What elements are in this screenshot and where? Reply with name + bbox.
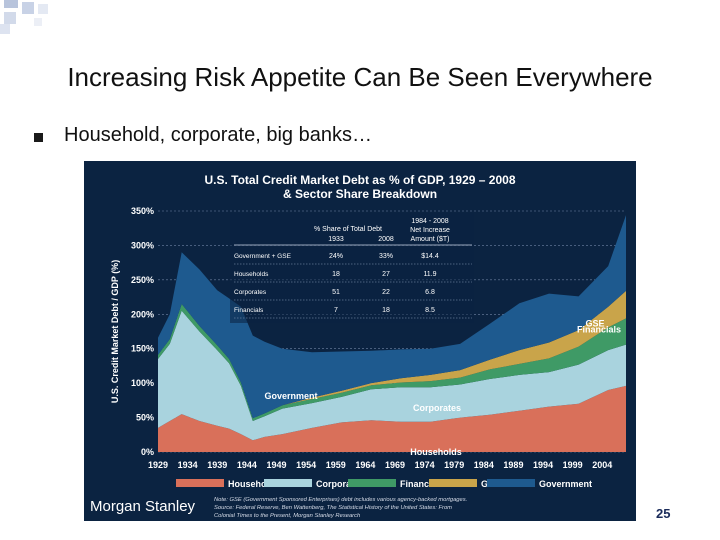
area-corporates — [158, 310, 626, 441]
bullet-square — [34, 133, 43, 142]
y-tick-label: 150% — [131, 344, 154, 354]
inset-row-share-1933: 51 — [332, 289, 340, 296]
source-note-line: Source: Federal Reserve, Ben Wattenberg,… — [214, 505, 452, 511]
legend-label: Financials — [400, 479, 444, 489]
x-tick-label: 1934 — [178, 460, 198, 470]
y-tick-label: 200% — [131, 309, 154, 319]
inset-row-share-1933: 24% — [329, 253, 343, 260]
x-tick-label: 1964 — [355, 460, 375, 470]
y-tick-label: 100% — [131, 378, 154, 388]
y-axis-label: U.S. Credit Market Debt / GDP (%) — [110, 260, 120, 403]
bullet-text: Household, corporate, big banks… — [64, 124, 372, 146]
credit-debt-chart: U.S. Total Credit Market Debt as % of GD… — [90, 173, 626, 519]
y-tick-label: 300% — [131, 240, 154, 250]
x-tick-label: 1954 — [296, 460, 316, 470]
inset-row-label: Households — [234, 271, 269, 278]
area-financials — [158, 304, 626, 421]
x-tick-label: 1979 — [444, 460, 464, 470]
x-tick-label: 1944 — [237, 460, 257, 470]
morgan-stanley-logo: Morgan Stanley — [90, 498, 196, 515]
x-tick-label: 1999 — [563, 460, 583, 470]
series-label-financials: Financials — [577, 324, 621, 334]
x-tick-label: 2004 — [592, 460, 612, 470]
x-tick-label: 1939 — [207, 460, 227, 470]
inset-row-share-1933: 7 — [334, 307, 338, 314]
x-tick-label: 1994 — [533, 460, 553, 470]
inset-row-share-2008: 22 — [382, 289, 390, 296]
legend-swatch — [264, 479, 312, 487]
inset-header-1933: 1933 — [328, 236, 344, 243]
inset-header-increase-line: Amount ($T) — [411, 236, 450, 243]
chart-panel: U.S. Total Credit Market Debt as % of GD… — [84, 161, 636, 521]
legend-swatch — [176, 479, 224, 487]
legend-swatch — [487, 479, 535, 487]
source-note-line: Colonial Times to the Present, Morgan St… — [214, 513, 360, 519]
series-label-corporates: Corporates — [413, 403, 461, 413]
inset-row-increase: 6.8 — [425, 289, 435, 296]
legend-label: Households — [228, 479, 280, 489]
legend-swatch — [429, 479, 477, 487]
series-label-households: Households — [410, 447, 462, 457]
inset-row-share-2008: 27 — [382, 271, 390, 278]
x-tick-label: 1959 — [326, 460, 346, 470]
inset-row-share-2008: 18 — [382, 307, 390, 314]
area-government — [158, 215, 626, 419]
series-label-gse: GSE — [585, 319, 604, 329]
y-tick-label: 350% — [131, 206, 154, 216]
inset-row-label: Government + GSE — [234, 253, 292, 260]
inset-row-share-2008: 33% — [379, 253, 393, 260]
inset-row-increase: 8.5 — [425, 307, 435, 314]
area-households — [158, 385, 626, 452]
inset-row-label: Financials — [234, 307, 264, 314]
x-tick-label: 1969 — [385, 460, 405, 470]
inset-header-2008: 2008 — [378, 236, 394, 243]
x-tick-label: 1929 — [148, 460, 168, 470]
inset-table-bg — [230, 213, 474, 323]
inset-header-increase-line: 1984 - 2008 — [411, 218, 448, 225]
legend-label: Corporates — [316, 479, 364, 489]
inset-header-share: % Share of Total Debt — [314, 226, 382, 233]
x-tick-label: 1984 — [474, 460, 494, 470]
y-tick-label: 0% — [141, 447, 154, 457]
area-gse — [158, 290, 626, 419]
series-label-government: Government — [264, 391, 317, 401]
x-tick-label: 1949 — [266, 460, 286, 470]
decorative-squares — [0, 0, 48, 34]
y-tick-label: 50% — [136, 413, 154, 423]
inset-row-share-1933: 18 — [332, 271, 340, 278]
x-tick-label: 1989 — [503, 460, 523, 470]
inset-row-label: Corporates — [234, 289, 267, 296]
inset-row-increase: 11.9 — [423, 271, 436, 278]
inset-header-increase-line: Net Increase — [410, 227, 450, 234]
y-tick-label: 250% — [131, 275, 154, 285]
x-tick-label: 1974 — [415, 460, 435, 470]
source-note-line: Note: GSE (Government Sponsored Enterpri… — [214, 497, 467, 503]
slide-title: Increasing Risk Appetite Can Be Seen Eve… — [67, 62, 653, 92]
inset-row-increase: $14.4 — [421, 253, 439, 260]
legend-label: Government — [539, 479, 592, 489]
chart-subtitle: & Sector Share Breakdown — [283, 187, 437, 201]
page-number: 25 — [656, 506, 671, 521]
chart-title: U.S. Total Credit Market Debt as % of GD… — [204, 173, 515, 187]
legend-swatch — [348, 479, 396, 487]
